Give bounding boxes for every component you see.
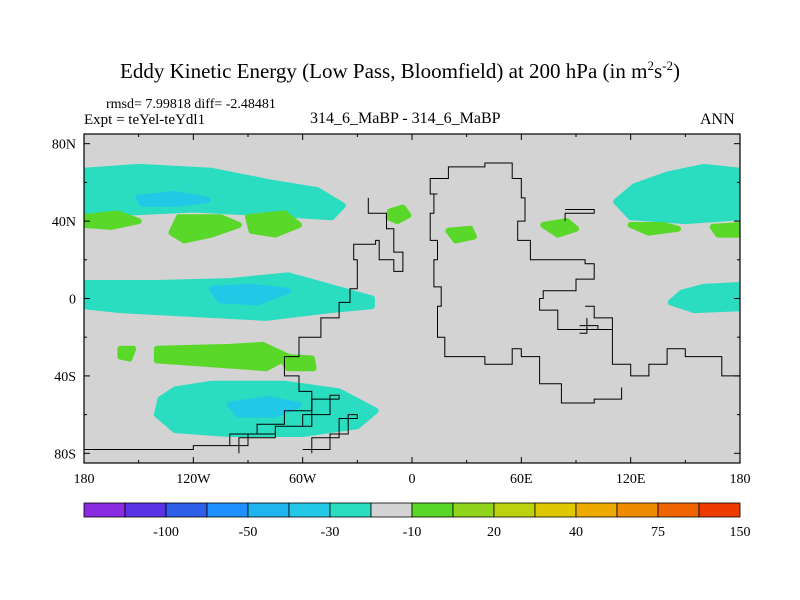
colorbar-box — [165, 502, 208, 518]
colorbar-box — [206, 502, 249, 518]
unit-exponent-s: -2 — [662, 58, 673, 73]
chart-title-text: Eddy Kinetic Energy (Low Pass, Bloomfiel… — [120, 59, 648, 83]
contour-region-band-north-west-core — [135, 191, 211, 207]
coastline-island-north — [564, 209, 595, 222]
colorbar-box — [616, 502, 659, 518]
chart-title: Eddy Kinetic Energy (Low Pass, Bloomfiel… — [0, 58, 800, 84]
colorbar-box — [698, 502, 741, 518]
contour-region-band-south-west-core — [226, 396, 302, 418]
colorbar-label: 40 — [569, 525, 583, 540]
colorbar-label: -50 — [239, 525, 258, 540]
y-tick-label: 0 — [69, 293, 76, 308]
contour-region-patch-north-6 — [540, 218, 579, 238]
colorbar-label: -30 — [321, 525, 340, 540]
x-tick-label: 120E — [616, 472, 646, 487]
colorbar-box — [124, 502, 167, 518]
y-tick-label: 40S — [54, 370, 76, 385]
coastline-coast-south-strips — [229, 394, 340, 454]
colorbar-box — [370, 502, 413, 518]
colorbar-box — [534, 502, 577, 518]
contour-region-patch-north-7 — [627, 222, 681, 236]
unit-exponent-m: 2 — [647, 58, 654, 73]
contour-region-band-equator-west-core — [208, 283, 292, 306]
x-tick-label: 180 — [74, 472, 95, 487]
contour-region-patch-north-1 — [84, 210, 142, 230]
colorbar-label: 75 — [651, 525, 665, 540]
contour-region-patch-north-3 — [245, 210, 302, 238]
unit-s: s — [653, 59, 663, 83]
colorbar-box — [247, 502, 290, 518]
coastline-layer — [84, 162, 740, 454]
colorbar-label: -100 — [153, 525, 179, 540]
y-tick-label: 80S — [54, 447, 76, 462]
x-tick-label: 120W — [176, 472, 211, 487]
coastline-island-peninsula — [585, 305, 613, 330]
colorbar-box — [657, 502, 700, 518]
colorbar-box — [288, 502, 331, 518]
colorbar-box — [493, 502, 536, 518]
coastline-coast-south-inner — [302, 414, 358, 454]
case-text: 314_6_MaBP - 314_6_MaBP — [310, 110, 501, 127]
contour-layer — [84, 163, 740, 437]
contour-region-patch-north-2 — [168, 214, 242, 244]
colorbar-label: -10 — [403, 525, 422, 540]
y-tick-label: 40N — [52, 215, 76, 230]
contour-region-patch-south-3 — [277, 353, 317, 372]
colorbar-box — [83, 502, 126, 518]
title-close-paren: ) — [672, 59, 680, 83]
colorbar-label: 20 — [487, 525, 501, 540]
contour-region-patch-north-8 — [709, 222, 740, 238]
coastline-continent-west — [84, 197, 404, 450]
coastline-coast-inner-east — [429, 193, 623, 404]
contour-region-patch-north-5 — [445, 225, 477, 244]
colorbar-box — [329, 502, 372, 518]
x-tick-label: 0 — [409, 472, 416, 487]
contour-region-patch-south-2 — [153, 341, 292, 372]
coastline-continent-east — [429, 162, 740, 407]
contour-region-band-north-east — [613, 163, 740, 225]
experiment-text: Expt = teYel-teYdl1 — [84, 112, 206, 128]
colorbar-box — [575, 502, 618, 518]
stats-text: rmsd= 7.99818 diff= -2.48481 — [106, 97, 276, 112]
y-tick-label: 80N — [52, 138, 76, 153]
coastline-island-small — [579, 325, 588, 334]
contour-region-patch-north-4 — [385, 204, 412, 225]
contour-region-band-equator-east — [667, 282, 740, 314]
x-tick-label: 180 — [730, 472, 751, 487]
colorbar-box — [452, 502, 495, 518]
season-label: ANN — [700, 111, 735, 128]
colorbar-label: 150 — [730, 525, 751, 540]
x-tick-label: 60W — [289, 472, 317, 487]
contour-region-patch-south-1 — [117, 345, 137, 362]
x-tick-label: 60E — [510, 472, 533, 487]
colorbar-box — [411, 502, 454, 518]
